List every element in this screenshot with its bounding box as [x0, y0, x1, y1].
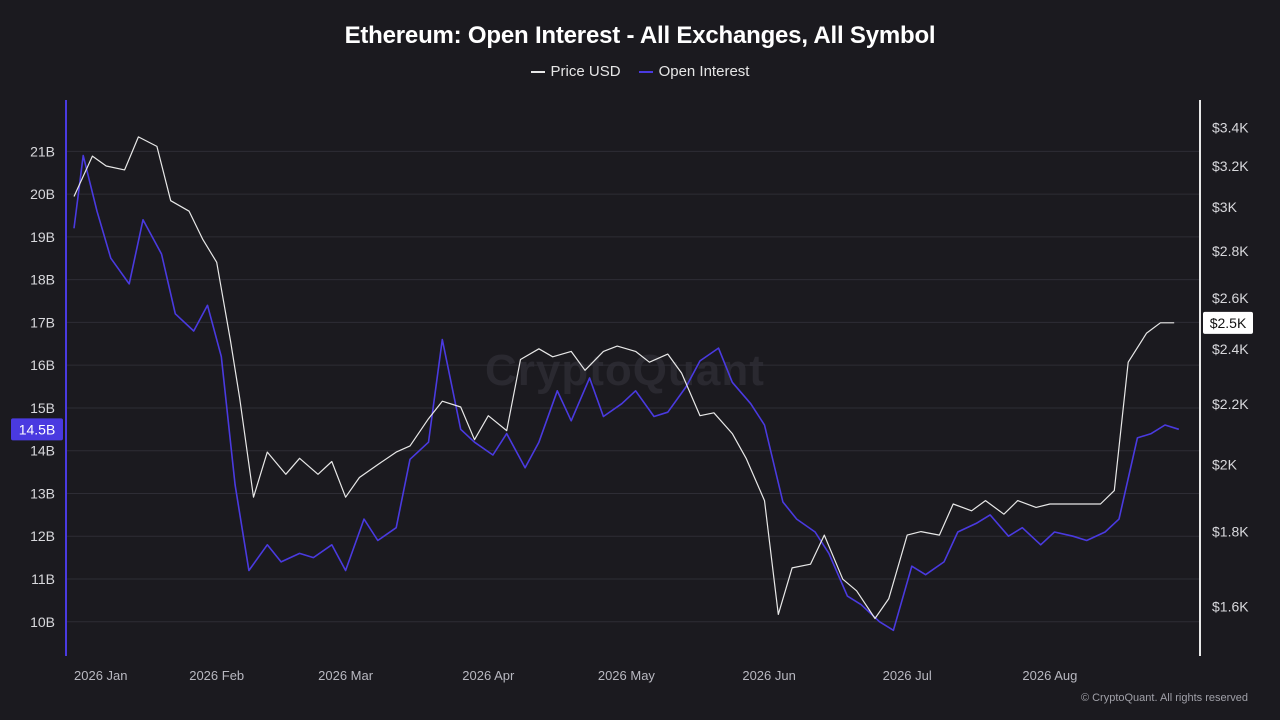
x-tick-label: 2026 Feb: [189, 668, 244, 683]
left-tick-label: 21B: [30, 143, 55, 159]
left-tick-label: 13B: [30, 485, 55, 501]
right-tick-label: $3.4K: [1212, 119, 1249, 135]
left-tick-label: 18B: [30, 272, 55, 288]
chart-legend: Price USD Open Interest: [0, 63, 1280, 80]
right-tick-label: $2.4K: [1212, 341, 1249, 357]
left-tick-label: 10B: [30, 614, 55, 630]
chart-title: Ethereum: Open Interest - All Exchanges,…: [344, 22, 936, 49]
series-line-open-interest: [73, 154, 1180, 632]
legend-label-price: Price USD: [550, 63, 621, 80]
x-tick-label: 2026 Aug: [1022, 668, 1077, 683]
left-tick-label: 12B: [30, 528, 55, 544]
left-tick-label: 19B: [30, 229, 55, 245]
series-line-price-usd: [73, 136, 1175, 620]
left-tick-label: 20B: [30, 186, 55, 202]
legend-label-open-interest: Open Interest: [658, 63, 750, 80]
copyright-text: © CryptoQuant. All rights reserved: [1080, 692, 1248, 704]
left-tick-label: 15B: [30, 400, 55, 416]
right-tick-label: $3K: [1212, 199, 1238, 215]
right-tick-label: $3.2K: [1212, 158, 1249, 174]
right-tick-label: $2.6K: [1212, 290, 1249, 306]
current-value-label-left: 14.5B: [19, 421, 56, 437]
right-tick-label: $2.2K: [1212, 396, 1249, 412]
x-tick-label: 2026 Mar: [318, 668, 374, 683]
left-tick-label: 17B: [30, 314, 55, 330]
legend-swatch-price: [530, 70, 545, 73]
x-tick-label: 2026 Apr: [462, 668, 515, 683]
legend-item-open-interest[interactable]: Open Interest: [638, 63, 750, 80]
right-tick-label: $2K: [1212, 457, 1238, 473]
x-tick-label: 2026 Jan: [74, 668, 128, 683]
current-value-badge-left: [11, 418, 63, 441]
left-tick-label: 14B: [30, 443, 55, 459]
x-tick-label: 2026 Jul: [883, 668, 932, 683]
right-tick-label: $1.8K: [1212, 524, 1249, 540]
x-tick-label: 2026 May: [598, 668, 656, 683]
left-tick-label: 11B: [31, 571, 55, 587]
right-tick-label: $2.8K: [1212, 243, 1249, 259]
current-value-label-right: $2.5K: [1210, 315, 1247, 331]
right-tick-label: $1.6K: [1212, 598, 1249, 614]
x-tick-label: 2026 Jun: [742, 668, 796, 683]
legend-item-price[interactable]: Price USD: [530, 63, 621, 80]
left-tick-label: 16B: [30, 357, 55, 373]
legend-swatch-open-interest: [638, 70, 653, 73]
current-value-badge-right: [1203, 311, 1253, 334]
watermark: CryptoQuant: [485, 346, 765, 395]
